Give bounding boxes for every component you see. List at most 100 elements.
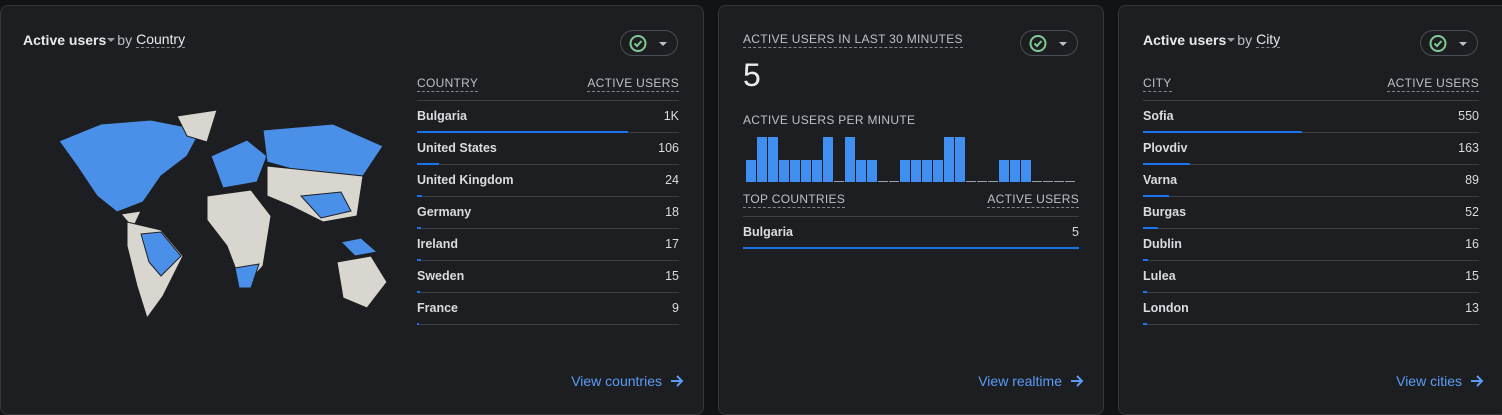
row-bar: [1143, 195, 1169, 197]
column-header: TOP COUNTRIES: [743, 192, 846, 208]
minute-bar: [845, 137, 855, 182]
minute-bar: [911, 159, 921, 182]
divider: [1143, 228, 1479, 229]
row-value: 24: [665, 173, 679, 187]
row-name: United Kingdom: [417, 173, 514, 187]
minute-bar: [768, 137, 778, 182]
minute-bar: [790, 159, 800, 182]
row-value: 52: [1465, 205, 1479, 219]
divider: [743, 216, 1079, 217]
column-header: CITY: [1143, 76, 1172, 92]
row-bar: [1143, 163, 1191, 165]
arrow-icon[interactable]: [1070, 374, 1084, 388]
minute-bar: [878, 181, 888, 182]
minute-bar: [834, 181, 844, 182]
minute-bar: [922, 159, 932, 182]
minute-bar: [999, 159, 1009, 182]
row-name: Sweden: [417, 269, 465, 283]
minute-bar: [812, 159, 822, 182]
minute-bar: [1032, 181, 1042, 182]
divider: [417, 324, 679, 325]
row-value: 15: [1465, 269, 1479, 283]
compare-icon: [1029, 35, 1067, 52]
arrow-icon[interactable]: [670, 374, 684, 388]
row-name: Varna: [1143, 173, 1178, 187]
divider: [417, 164, 679, 165]
card-title: Active users: [1143, 32, 1227, 48]
minute-bar: [1043, 181, 1053, 182]
minute-bar: [889, 181, 899, 182]
world-map: [58, 109, 388, 320]
realtime-total: 5: [743, 57, 761, 93]
city-card: [1118, 5, 1502, 415]
row-bar: [417, 323, 419, 325]
row-value: 17: [665, 237, 679, 251]
card-title: Active users: [23, 32, 107, 48]
per-minute-title: ACTIVE USERS PER MINUTE: [743, 113, 916, 127]
title-dimension[interactable]: City: [1256, 31, 1281, 48]
minute-bar: [823, 137, 833, 182]
divider: [417, 196, 679, 197]
row-value: 106: [658, 141, 679, 155]
compare-button[interactable]: [1020, 30, 1078, 56]
row-name: France: [417, 301, 458, 315]
minute-bar: [933, 159, 943, 182]
column-header: ACTIVE USERS: [587, 76, 679, 92]
divider: [417, 292, 679, 293]
row-value: 89: [1465, 173, 1479, 187]
view-link[interactable]: View countries: [571, 373, 662, 389]
minute-bar: [746, 159, 756, 182]
row-bar: [1143, 323, 1147, 325]
view-link[interactable]: View cities: [1396, 373, 1462, 389]
row-name: London: [1143, 301, 1189, 315]
row-bar: [417, 259, 421, 261]
row-value: 9: [672, 301, 679, 315]
row-bar: [417, 195, 423, 197]
row-bar: [1143, 291, 1148, 293]
dropdown-caret: [107, 38, 116, 42]
minute-bar: [856, 159, 866, 182]
divider: [1143, 324, 1479, 325]
minute-bar: [988, 181, 998, 182]
row-bar: [417, 291, 421, 293]
row-name: Sofia: [1143, 109, 1174, 123]
compare-button[interactable]: [1420, 30, 1478, 56]
row-bar: [1143, 259, 1148, 261]
row-value: 13: [1465, 301, 1479, 315]
minute-bar: [779, 159, 789, 182]
row-bar: [743, 247, 1079, 249]
minute-bar: [955, 137, 965, 182]
column-header: COUNTRY: [417, 76, 479, 92]
row-name: Plovdiv: [1143, 141, 1188, 155]
divider: [417, 228, 679, 229]
row-value: 18: [665, 205, 679, 219]
row-bar: [1143, 131, 1302, 133]
row-value: 550: [1458, 109, 1479, 123]
title-by: by: [1237, 32, 1253, 48]
page: (() => { const data = JSON.parse(documen…: [0, 5, 1502, 415]
row-bar: [417, 163, 440, 165]
minute-bar: [966, 181, 976, 182]
column-header: ACTIVE USERS: [1387, 76, 1479, 92]
row-name: United States: [417, 141, 497, 155]
compare-button[interactable]: [620, 30, 678, 56]
row-value: 5: [1072, 225, 1079, 239]
realtime-card: [718, 5, 1104, 415]
arrow-icon[interactable]: [1470, 374, 1484, 388]
title-dimension[interactable]: Country: [136, 31, 186, 48]
view-link[interactable]: View realtime: [978, 373, 1062, 389]
row-value: 15: [665, 269, 679, 283]
row-name: Bulgaria: [743, 225, 794, 239]
minute-bar: [944, 137, 954, 182]
divider: [1143, 164, 1479, 165]
compare-icon: [629, 35, 667, 52]
column-header: ACTIVE USERS: [987, 192, 1079, 208]
minute-bar: [1054, 181, 1064, 182]
row-value: 16: [1465, 237, 1479, 251]
compare-icon: [1429, 35, 1467, 52]
minute-bar: [1065, 181, 1075, 182]
row-bar: [417, 131, 628, 133]
minute-bar: [801, 159, 811, 182]
country-card: [0, 5, 704, 415]
row-name: Bulgaria: [417, 109, 468, 123]
